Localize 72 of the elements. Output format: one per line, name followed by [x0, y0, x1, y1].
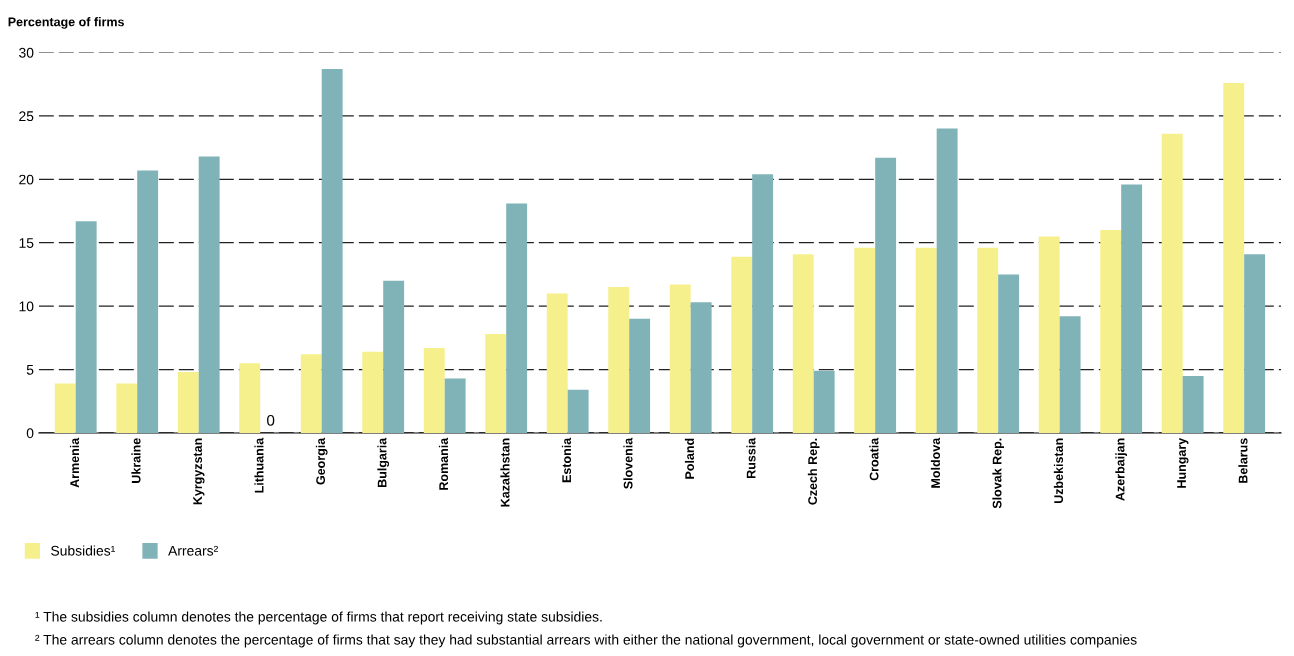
bar: [321, 68, 343, 433]
bar: [239, 363, 261, 433]
legend-label: Subsidies¹: [51, 545, 115, 556]
bar: [813, 370, 835, 433]
bar: [75, 221, 97, 433]
bar: [546, 293, 568, 433]
bar: [608, 287, 630, 433]
bar: [1100, 230, 1122, 433]
x-tick-label: Uzbekistan: [1053, 438, 1064, 504]
x-tick-label: Kazakhstan: [500, 438, 510, 507]
bar: [54, 383, 76, 433]
bar: [731, 256, 753, 433]
bar: [300, 354, 322, 433]
y-tick-label: 30: [19, 47, 34, 58]
x-tick-label: Romania: [438, 437, 449, 490]
bar: [198, 156, 220, 433]
bar: [444, 378, 466, 433]
x-tick-label: Lithuania: [254, 437, 264, 493]
x-tick-label: Croatia: [869, 437, 879, 481]
bar: [1121, 184, 1143, 433]
x-tick-label: Belarus: [1238, 438, 1248, 483]
x-tick-label: Moldova: [930, 437, 941, 488]
x-tick-label: Hungary: [1177, 437, 1189, 488]
bar: [875, 157, 897, 433]
bar: [792, 254, 814, 433]
bar: [1244, 254, 1266, 433]
bar: [1059, 316, 1081, 433]
y-axis-title: Percentage of firms: [8, 17, 124, 29]
bar: [423, 347, 445, 433]
y-tick-label: 15: [19, 238, 34, 248]
text: ² The arrears column denotes the percentage of firms that say they had substantial arrears with either the national government, local government or state-owned utilities companies: [35, 634, 1137, 648]
x-tick-label: Czech Rep.: [807, 438, 820, 505]
y-tick-label: 20: [19, 174, 34, 185]
bar: [506, 203, 528, 433]
bar: [936, 128, 958, 433]
bar: [1038, 236, 1060, 433]
bar: [1161, 133, 1183, 433]
x-tick-label: Bulgaria: [377, 437, 390, 487]
bar: [915, 247, 937, 433]
x-tick-label: Slovenia: [623, 437, 633, 489]
legend-label: Arrears²: [168, 545, 218, 556]
bar: [116, 383, 138, 433]
bar: [1223, 82, 1245, 433]
x-tick-label: Azerbaijan: [1115, 438, 1127, 501]
bar: [362, 351, 384, 433]
bar: [383, 280, 405, 433]
x-tick-label: Slovak Rep.: [992, 438, 1004, 509]
x-tick-label: Estonia: [561, 437, 572, 483]
bar: [629, 318, 651, 433]
bar: [690, 302, 712, 433]
y-tick-label: 0: [26, 428, 34, 439]
bar: [752, 174, 774, 433]
bar: [137, 170, 159, 433]
bar: [854, 247, 876, 433]
bar: [485, 334, 507, 433]
bar: [567, 389, 589, 433]
bar: [1182, 375, 1204, 433]
y-tick-label: 10: [19, 301, 34, 312]
y-tick-label: 25: [19, 111, 34, 122]
y-tick-label: 5: [26, 365, 34, 375]
bar: [669, 284, 691, 433]
x-tick-label: Kyrgyzstan: [193, 438, 205, 505]
bar: [998, 274, 1020, 433]
bar: [177, 372, 199, 433]
text: ¹ The subsidies column denotes the percentage of firms that report receiving state subsidies.: [35, 611, 602, 625]
annotation: 0: [267, 414, 275, 426]
bar: [977, 247, 999, 433]
x-tick-label: Georgia: [315, 437, 328, 485]
x-tick-label: Armenia: [69, 437, 80, 488]
x-tick-label: Russia: [746, 437, 756, 478]
x-tick-label: Poland: [684, 438, 695, 479]
x-tick-label: Ukraine: [131, 438, 141, 483]
